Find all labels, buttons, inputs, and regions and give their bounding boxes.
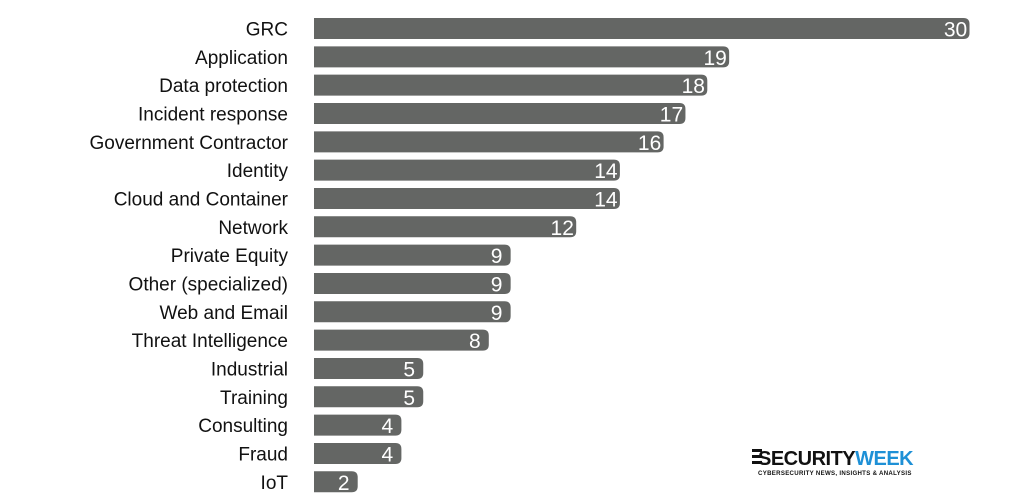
bar	[314, 442, 402, 464]
data-label: 4	[382, 415, 394, 438]
category-label: Industrial	[211, 359, 288, 380]
category-label: Network	[218, 218, 288, 239]
securityweek-logo: SECURITYWEEK CYBERSECURITY NEWS, INSIGHT…	[752, 448, 915, 477]
bar	[314, 159, 620, 181]
category-label: Threat Intelligence	[132, 331, 288, 352]
category-label: Consulting	[198, 416, 288, 437]
category-label: Application	[195, 48, 288, 69]
data-label: 4	[382, 443, 394, 466]
data-label: 17	[660, 103, 683, 126]
data-label: 9	[491, 245, 503, 268]
category-label: GRC	[246, 20, 288, 41]
category-label: Training	[220, 388, 288, 409]
data-label: 2	[338, 472, 350, 495]
bar	[314, 244, 511, 266]
logo-grip-mark	[752, 449, 762, 452]
data-label: 16	[638, 132, 661, 155]
data-label: 9	[491, 302, 503, 325]
category-label: Web and Email	[160, 303, 289, 324]
data-label: 30	[944, 19, 967, 42]
bar	[314, 414, 402, 436]
category-label: Fraud	[238, 444, 288, 465]
bar	[314, 386, 424, 408]
bar	[314, 46, 730, 68]
data-label: 14	[594, 160, 618, 183]
category-label: Data protection	[159, 76, 288, 97]
logo-security-text: SECURITY	[758, 448, 856, 470]
bar	[314, 74, 708, 96]
data-label: 8	[469, 330, 481, 353]
category-label: Private Equity	[171, 246, 289, 267]
bar	[314, 216, 577, 238]
category-label: Other (specialized)	[129, 274, 288, 295]
bar	[314, 272, 511, 294]
data-label: 5	[403, 387, 415, 410]
bar	[314, 471, 358, 493]
data-label: 19	[703, 47, 726, 70]
bar	[314, 357, 424, 379]
category-label: Incident response	[138, 104, 288, 125]
data-label: 5	[403, 358, 415, 381]
data-label: 12	[551, 217, 574, 240]
bar	[314, 301, 511, 323]
data-label: 14	[594, 188, 618, 211]
category-label: Government Contractor	[89, 133, 288, 154]
svg-text:SECURITYWEEK: SECURITYWEEK	[758, 448, 914, 470]
bar	[314, 187, 620, 209]
category-label: Cloud and Container	[114, 189, 289, 210]
logo-grip-mark	[752, 455, 762, 458]
logo-tagline: CYBERSECURITY NEWS, INSIGHTS & ANALYSIS	[758, 470, 912, 477]
bar	[314, 329, 489, 351]
logo-grip-mark	[752, 461, 762, 464]
logo-week-text: WEEK	[855, 448, 914, 470]
bar	[314, 102, 686, 124]
data-label: 18	[682, 75, 705, 98]
category-label: Identity	[227, 161, 289, 182]
category-label: IoT	[261, 473, 289, 494]
bar	[314, 131, 664, 153]
data-label: 9	[491, 273, 503, 296]
bar	[314, 18, 970, 39]
